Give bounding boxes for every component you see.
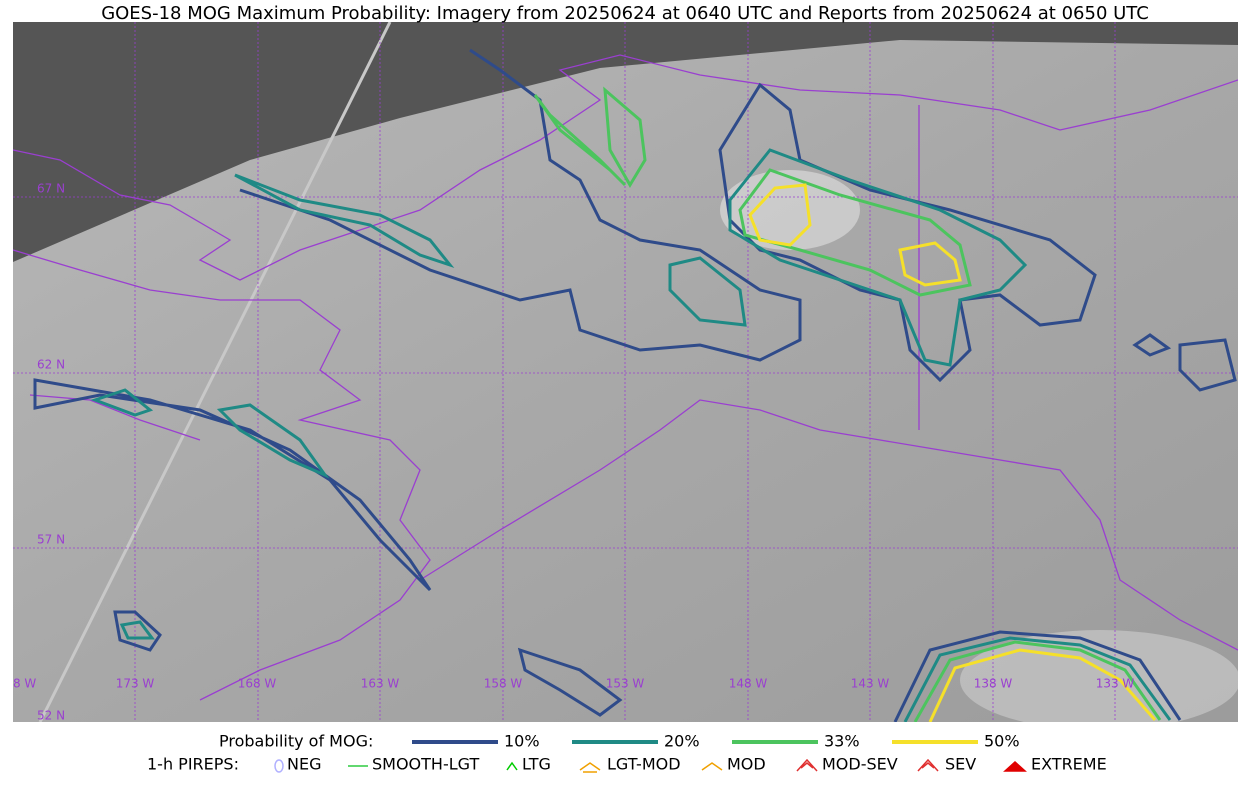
scan-line	[38, 22, 392, 722]
legend-label: 33%	[824, 732, 860, 751]
legend-label: LTG	[522, 755, 551, 774]
no-data-region	[13, 22, 1238, 262]
longitude-label: 133 W	[1096, 677, 1135, 691]
longitude-label: 178 W	[0, 677, 36, 691]
legend-label: NEG	[287, 755, 321, 774]
legend-label: 20%	[664, 732, 700, 751]
legend-title: 1-h PIREPS:	[147, 755, 239, 774]
longitude-label: 148 W	[729, 677, 768, 691]
graticule	[13, 22, 1238, 722]
longitude-label: 138 W	[974, 677, 1013, 691]
title: GOES-18 MOG Maximum Probability: Imagery…	[101, 3, 1149, 24]
legend: Probability of MOG: 1-h PIREPS: 10% 20% 33…	[147, 732, 1107, 774]
legend-title: Probability of MOG:	[219, 732, 373, 751]
longitude-label: 143 W	[851, 677, 890, 691]
legend-label: SEV	[945, 755, 976, 774]
contours	[33, 48, 1237, 722]
map: 67 N 62 N 57 N 52 N 178 W 173 W 168 W 163 W 158 …	[0, 22, 1238, 723]
pirep-icons	[274, 758, 1027, 773]
coastlines	[13, 54, 1238, 701]
longitude-label: 158 W	[484, 677, 523, 691]
legend-label: 50%	[984, 732, 1020, 751]
geo-labels: 67 N 62 N 57 N 52 N 178 W 173 W 168 W 163 W 158 …	[0, 182, 1135, 723]
latitude-label: 52 N	[37, 709, 65, 723]
longitude-label: 168 W	[238, 677, 277, 691]
longitude-label: 163 W	[361, 677, 400, 691]
latitude-label: 62 N	[37, 358, 65, 372]
legend-label: MOD	[727, 755, 766, 774]
legend-label: LGT-MOD	[607, 755, 681, 774]
legend-label: SMOOTH-LGT	[372, 755, 479, 774]
longitude-label: 153 W	[606, 677, 645, 691]
legend-label: MOD-SEV	[822, 755, 898, 774]
longitude-label: 173 W	[116, 677, 155, 691]
latitude-label: 67 N	[37, 182, 65, 196]
legend-label: EXTREME	[1031, 755, 1107, 774]
legend-label: 10%	[504, 732, 540, 751]
latitude-label: 57 N	[37, 533, 65, 547]
cloud	[960, 630, 1238, 722]
